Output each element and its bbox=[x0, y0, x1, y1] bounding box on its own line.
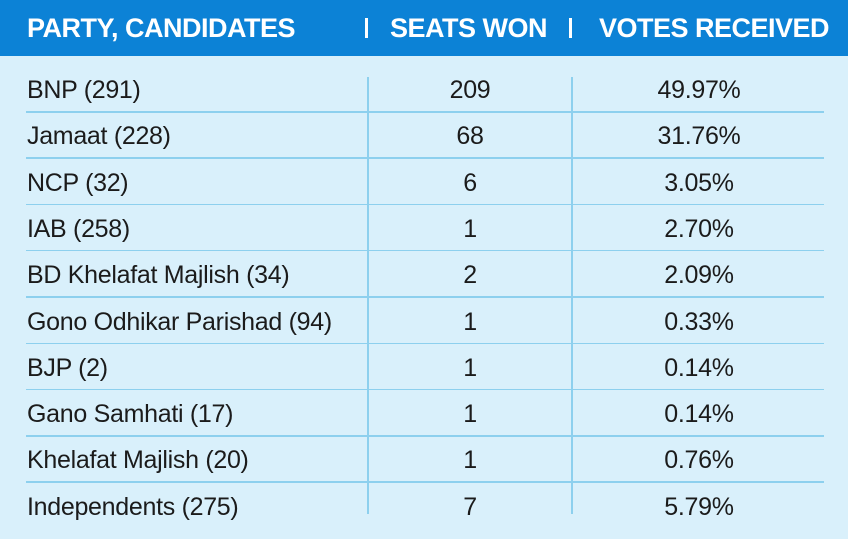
header-separator bbox=[569, 18, 572, 38]
seats-won-cell: 1 bbox=[463, 400, 477, 429]
seats-won-cell: 1 bbox=[463, 353, 477, 382]
party-cell: BJP (2) bbox=[27, 353, 108, 382]
party-cell: Independents (275) bbox=[27, 492, 239, 521]
header-separator bbox=[365, 18, 368, 38]
party-cell: Gono Odhikar Parishad (94) bbox=[27, 307, 332, 336]
column-divider bbox=[571, 77, 573, 514]
votes-received-cell: 49.97% bbox=[657, 76, 741, 104]
party-cell: Jamaat (228) bbox=[27, 122, 171, 151]
row-divider bbox=[26, 435, 824, 437]
table-header: PARTY, CANDIDATES SEATS WON VOTES RECEIV… bbox=[0, 0, 848, 56]
seats-won-cell: 7 bbox=[463, 492, 477, 521]
row-divider bbox=[26, 203, 824, 206]
party-cell: Khelafat Majlish (20) bbox=[27, 446, 249, 475]
seats-won-cell: 1 bbox=[463, 446, 477, 475]
votes-received-cell: 5.79% bbox=[664, 492, 734, 521]
column-divider bbox=[367, 77, 369, 514]
party-cell: BNP (291) bbox=[27, 76, 141, 104]
party-cell: NCP (32) bbox=[27, 168, 129, 197]
row-divider bbox=[26, 296, 824, 298]
seats-won-cell: 2 bbox=[463, 261, 477, 290]
votes-received-cell: 0.14% bbox=[664, 353, 734, 382]
votes-received-cell: 2.70% bbox=[664, 214, 734, 243]
row-divider bbox=[26, 481, 824, 483]
header-party-candidates: PARTY, CANDIDATES bbox=[27, 13, 296, 43]
row-divider bbox=[26, 342, 824, 344]
seats-won-cell: 68 bbox=[456, 122, 484, 151]
votes-received-cell: 3.05% bbox=[664, 168, 734, 197]
row-divider bbox=[26, 157, 824, 159]
votes-received-cell: 0.76% bbox=[664, 446, 734, 475]
row-divider bbox=[26, 388, 824, 391]
party-cell: Gano Samhati (17) bbox=[27, 400, 234, 429]
votes-received-cell: 31.76% bbox=[657, 122, 741, 151]
votes-received-cell: 0.33% bbox=[664, 307, 734, 336]
row-divider bbox=[26, 249, 824, 252]
votes-received-cell: 0.14% bbox=[664, 400, 734, 429]
seats-won-cell: 209 bbox=[449, 76, 491, 104]
header-seats-won: SEATS WON bbox=[390, 13, 548, 43]
seats-won-cell: 6 bbox=[463, 168, 477, 197]
row-divider bbox=[26, 111, 824, 113]
header-votes-received: VOTES RECEIVED bbox=[599, 13, 830, 43]
seats-won-cell: 1 bbox=[463, 307, 477, 336]
seats-won-cell: 1 bbox=[463, 214, 477, 243]
votes-received-cell: 2.09% bbox=[664, 261, 734, 290]
party-cell: IAB (258) bbox=[27, 214, 130, 243]
party-cell: BD Khelafat Majlish (34) bbox=[27, 261, 290, 290]
